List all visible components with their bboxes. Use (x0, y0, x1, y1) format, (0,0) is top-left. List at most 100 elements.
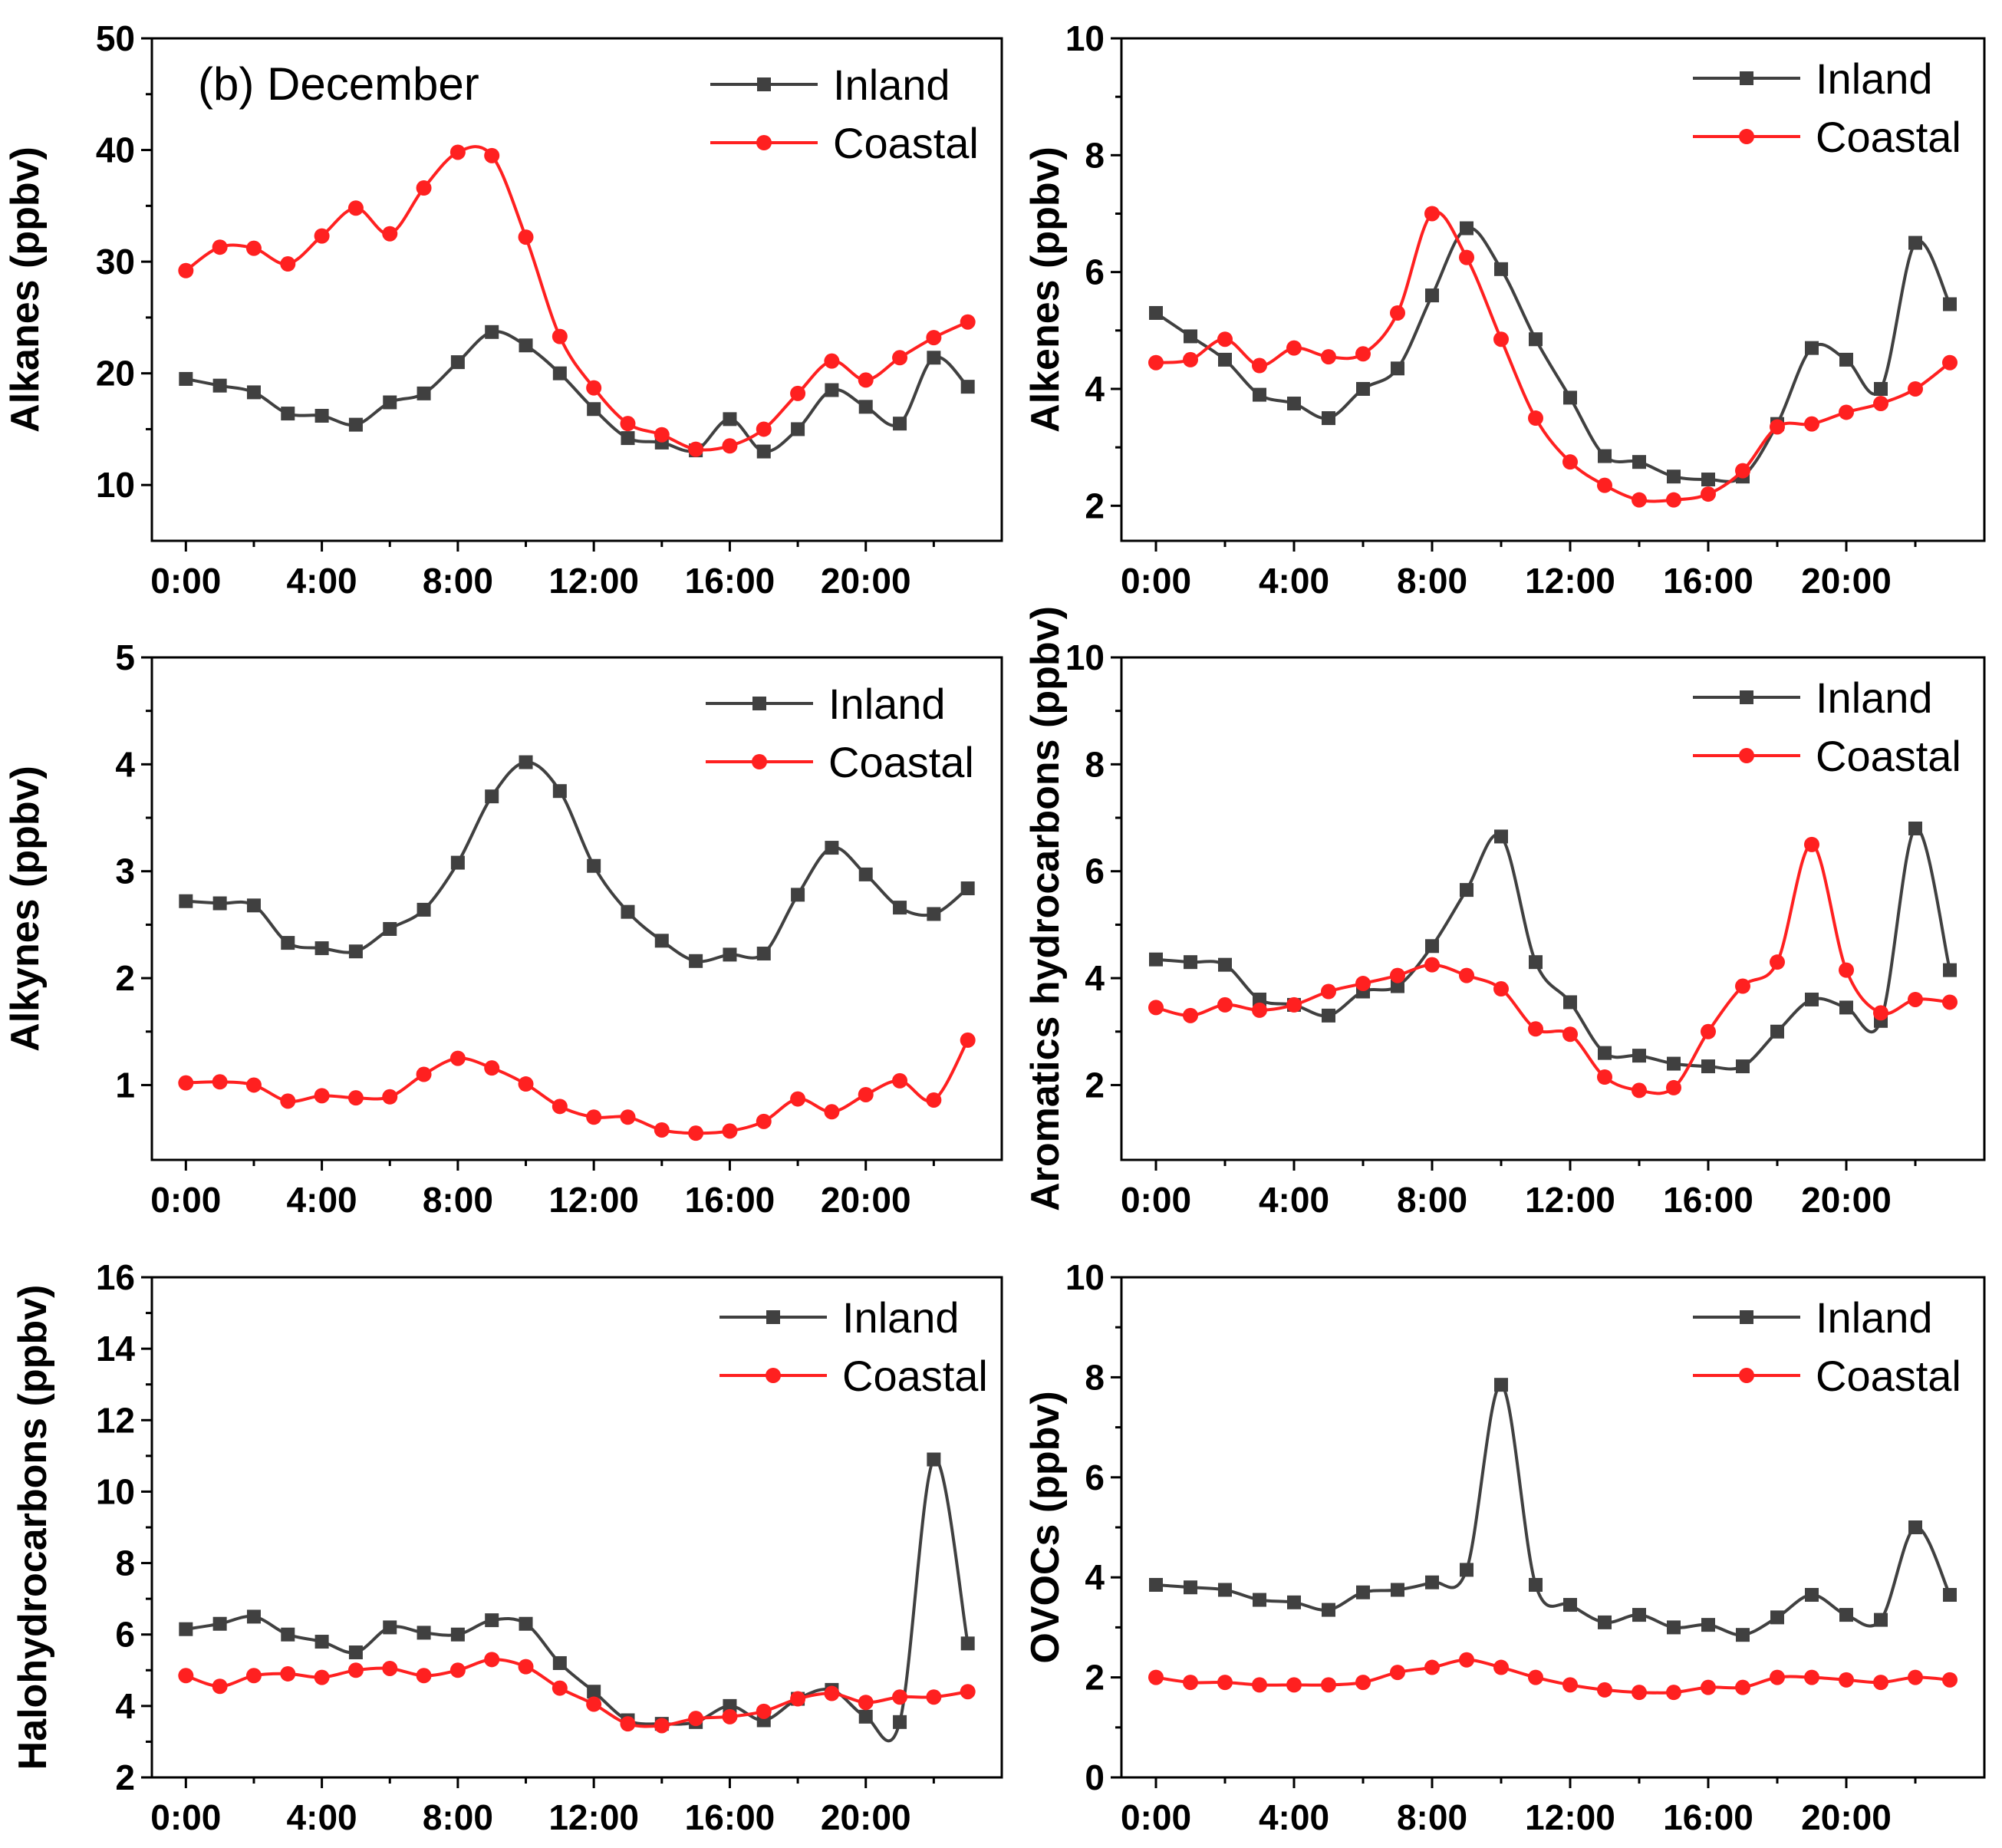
data-point-coastal (1252, 1677, 1267, 1693)
data-point-inland (723, 412, 737, 427)
y-axis-label: Alkanes (ppbv) (3, 147, 48, 433)
data-point-coastal (484, 1060, 500, 1076)
data-point-inland (1218, 352, 1232, 367)
data-point-inland (179, 371, 193, 386)
data-point-coastal (654, 1122, 670, 1138)
data-point-inland (1632, 1049, 1646, 1063)
x-tick-label: 16:00 (1663, 1180, 1753, 1220)
data-point-coastal (1493, 1659, 1509, 1675)
data-point-inland (858, 400, 873, 414)
data-point-inland (179, 1622, 193, 1636)
y-axis-label: OVOCs (ppbv) (1023, 1391, 1068, 1663)
data-point-inland (1494, 1378, 1508, 1392)
y-tick-label: 2 (1085, 486, 1105, 525)
data-point-inland (246, 1609, 261, 1624)
data-point-coastal (1770, 954, 1785, 970)
data-point-inland (281, 936, 295, 950)
data-point-inland (383, 1620, 397, 1635)
y-tick-label: 30 (96, 242, 135, 282)
data-point-coastal (858, 372, 874, 388)
data-point-coastal (1804, 1669, 1819, 1685)
data-point-coastal (1424, 957, 1440, 973)
x-tick-label: 16:00 (685, 561, 775, 601)
data-point-coastal (824, 353, 840, 369)
data-point-inland (654, 934, 669, 948)
data-point-coastal (416, 1066, 432, 1082)
data-point-coastal (1942, 1672, 1958, 1688)
data-point-coastal (790, 385, 806, 401)
data-point-coastal (858, 1695, 874, 1711)
y-tick-label: 3 (115, 852, 135, 891)
legend-marker-coastal (766, 1368, 781, 1383)
series-line-coastal (1155, 1658, 1951, 1695)
data-point-inland (1425, 288, 1439, 303)
data-point-inland (212, 378, 227, 393)
data-point-coastal (960, 1032, 976, 1048)
data-point-coastal (1528, 1021, 1543, 1037)
data-point-coastal (1459, 249, 1474, 265)
legend-label-coastal: Coastal (833, 119, 979, 167)
data-point-coastal (1286, 1677, 1302, 1693)
x-tick-label: 8:00 (1397, 1180, 1467, 1220)
data-point-coastal (960, 314, 976, 330)
data-point-inland (756, 444, 771, 459)
y-tick-label: 4 (1085, 1557, 1105, 1597)
legend-label-coastal: Coastal (1816, 1352, 1961, 1400)
legend-marker-inland (752, 697, 766, 710)
data-point-inland (450, 1627, 465, 1642)
legend-label-coastal: Coastal (828, 738, 974, 786)
data-point-inland (1460, 883, 1474, 898)
plot-frame (1120, 37, 1986, 542)
y-tick-label: 10 (1065, 1257, 1105, 1297)
panel-4: 2 4 6 8 10 0:00 4:00 8:00 12:00 16:00 20:00 Aromati… (1023, 606, 1986, 1220)
data-point-coastal (1424, 206, 1440, 222)
data-point-inland (519, 338, 533, 353)
legend-marker-coastal (1739, 129, 1754, 144)
data-point-coastal (586, 1109, 602, 1125)
data-point-coastal (552, 328, 568, 344)
x-tick-label: 8:00 (1397, 561, 1467, 601)
data-point-coastal (654, 427, 670, 443)
data-point-coastal (347, 1662, 364, 1678)
data-point-coastal (1148, 1000, 1164, 1016)
data-point-coastal (1321, 1677, 1336, 1693)
data-point-coastal (518, 1076, 534, 1092)
data-point-coastal (1597, 477, 1612, 493)
data-point-inland (1874, 1612, 1888, 1627)
data-point-coastal (688, 1125, 704, 1141)
data-point-inland (1839, 1000, 1853, 1015)
data-point-inland (893, 417, 907, 431)
data-point-coastal (1252, 1002, 1267, 1018)
y-tick-label: 10 (1065, 18, 1105, 58)
data-point-inland (1770, 1024, 1784, 1039)
legend-marker-inland (1740, 1310, 1753, 1324)
y-tick-label: 8 (115, 1543, 135, 1583)
data-point-inland (791, 888, 805, 902)
data-point-inland (1667, 1620, 1681, 1635)
data-point-coastal (382, 1089, 398, 1105)
data-point-coastal (1493, 331, 1509, 348)
legend-label-coastal: Coastal (1816, 113, 1961, 161)
data-point-coastal (1908, 991, 1923, 1007)
x-tick-label: 20:00 (821, 1797, 911, 1837)
x-tick-label: 0:00 (150, 561, 221, 601)
data-point-inland (893, 1715, 907, 1729)
data-point-coastal (314, 1088, 330, 1104)
data-point-coastal (892, 1072, 908, 1089)
y-axis-label: Halohydrocarbons (ppbv) (11, 1285, 55, 1771)
x-tick-label: 20:00 (821, 561, 911, 601)
data-point-inland (1253, 1593, 1266, 1607)
data-point-inland (1149, 1577, 1163, 1592)
data-point-inland (960, 380, 975, 394)
data-point-inland (1701, 1618, 1715, 1632)
data-point-inland (893, 901, 907, 915)
data-point-inland (1908, 1520, 1922, 1534)
data-point-coastal (1390, 967, 1405, 983)
data-point-coastal (1873, 1005, 1888, 1021)
data-point-coastal (1597, 1682, 1612, 1698)
series-line-coastal (185, 145, 969, 452)
series-line-inland (1155, 1383, 1951, 1637)
panel-5: 2 4 6 8 10 12 14 16 0:00 4:00 8:00 12:00 16:00 20:00 H… (11, 1257, 1003, 1837)
x-tick-label: 0:00 (1121, 561, 1191, 601)
legend-label-inland: Inland (828, 680, 946, 728)
